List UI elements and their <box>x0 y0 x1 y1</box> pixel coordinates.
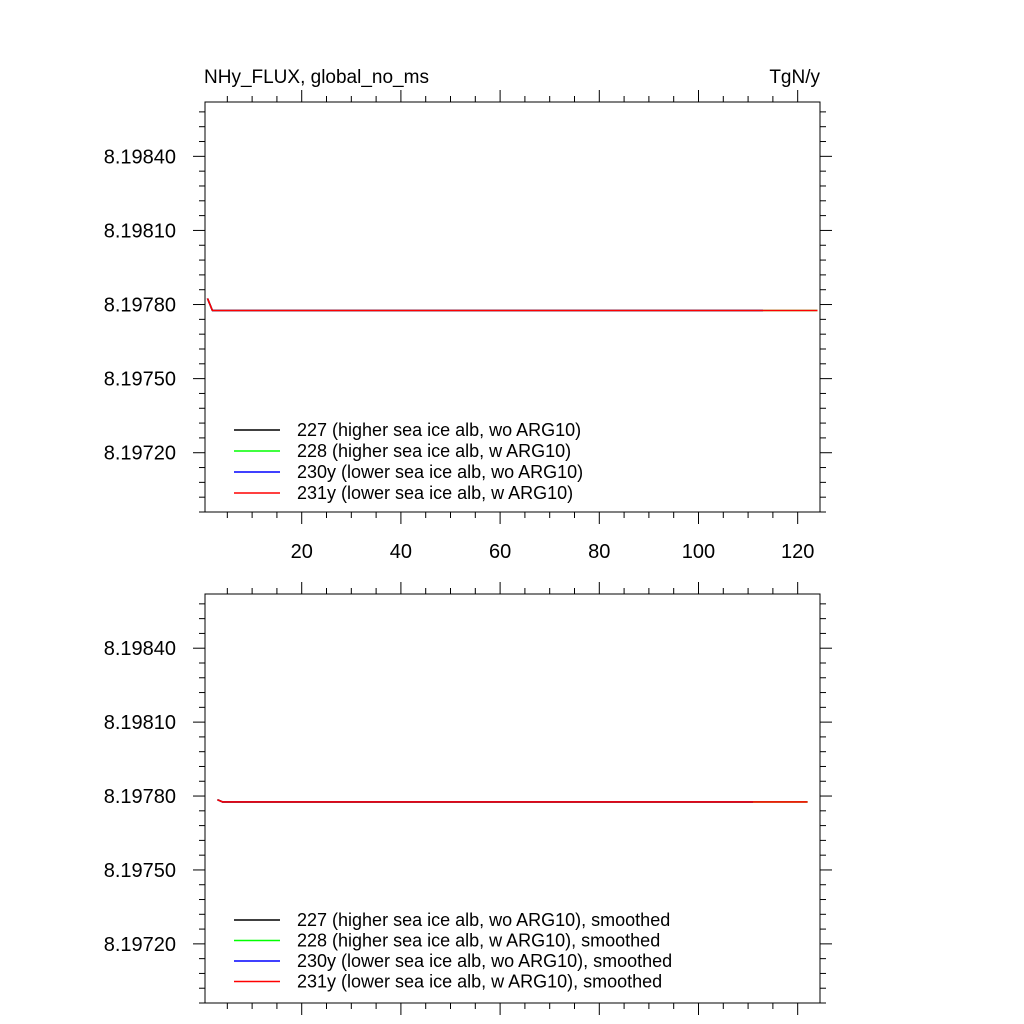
top-panel: 8.19720 8.19750 8.19780 8.19810 8.19840 20 40 6… <box>104 90 832 563</box>
bottom-legend-label-3: 231y (lower sea ice alb, w ARG10), smoot… <box>297 972 662 992</box>
top-y-tick-label: 8.19720 <box>104 443 176 465</box>
top-x-tick-label: 100 <box>682 541 715 563</box>
bottom-y-tick-label: 8.19810 <box>104 712 176 734</box>
bottom-plot-frame <box>204 593 821 1004</box>
bottom-y-tick-label: 8.19840 <box>104 638 176 660</box>
bottom-y-tick-label: 8.19780 <box>104 786 176 808</box>
top-legend-label-1: 228 (higher sea ice alb, w ARG10) <box>297 441 571 461</box>
chart-title-left: NHy_FLUX, global_no_ms <box>204 67 429 88</box>
top-legend-label-0: 227 (higher sea ice alb, wo ARG10) <box>297 420 581 440</box>
bottom-series-line-3 <box>217 798 808 803</box>
top-y-tick-label: 8.19810 <box>104 220 176 242</box>
bottom-y-tick-label: 8.19720 <box>104 934 176 956</box>
top-y-tick-label: 8.19780 <box>104 295 176 317</box>
chart-title-right: TgN/y <box>769 67 820 88</box>
top-x-tick-label: 40 <box>390 541 412 563</box>
bottom-y-tick-label: 8.19750 <box>104 860 176 882</box>
top-series-line-2 <box>206 298 763 312</box>
bottom-legend-label-2: 230y (lower sea ice alb, wo ARG10), smoo… <box>297 951 672 971</box>
top-x-tick-label: 120 <box>781 541 814 563</box>
top-x-tick-label: 60 <box>489 541 511 563</box>
bottom-legend-label-0: 227 (higher sea ice alb, wo ARG10), smoo… <box>297 910 670 930</box>
top-series-line-0 <box>206 298 763 312</box>
top-series-line-1 <box>206 298 818 312</box>
top-y-tick-label: 8.19840 <box>104 146 176 168</box>
bottom-panel: 8.19720 8.19750 8.19780 8.19810 8.19840 227 (… <box>104 582 832 1015</box>
top-plot-frame <box>204 101 821 513</box>
top-legend-label-3: 231y (lower sea ice alb, w ARG10) <box>297 483 573 503</box>
top-x-tick-label: 20 <box>291 541 313 563</box>
top-x-tick-label: 80 <box>588 541 610 563</box>
top-series-line-3 <box>206 298 818 312</box>
top-y-tick-label: 8.19750 <box>104 369 176 391</box>
bottom-legend-label-1: 228 (higher sea ice alb, w ARG10), smoot… <box>297 931 660 951</box>
top-legend-label-2: 230y (lower sea ice alb, wo ARG10) <box>297 462 583 482</box>
